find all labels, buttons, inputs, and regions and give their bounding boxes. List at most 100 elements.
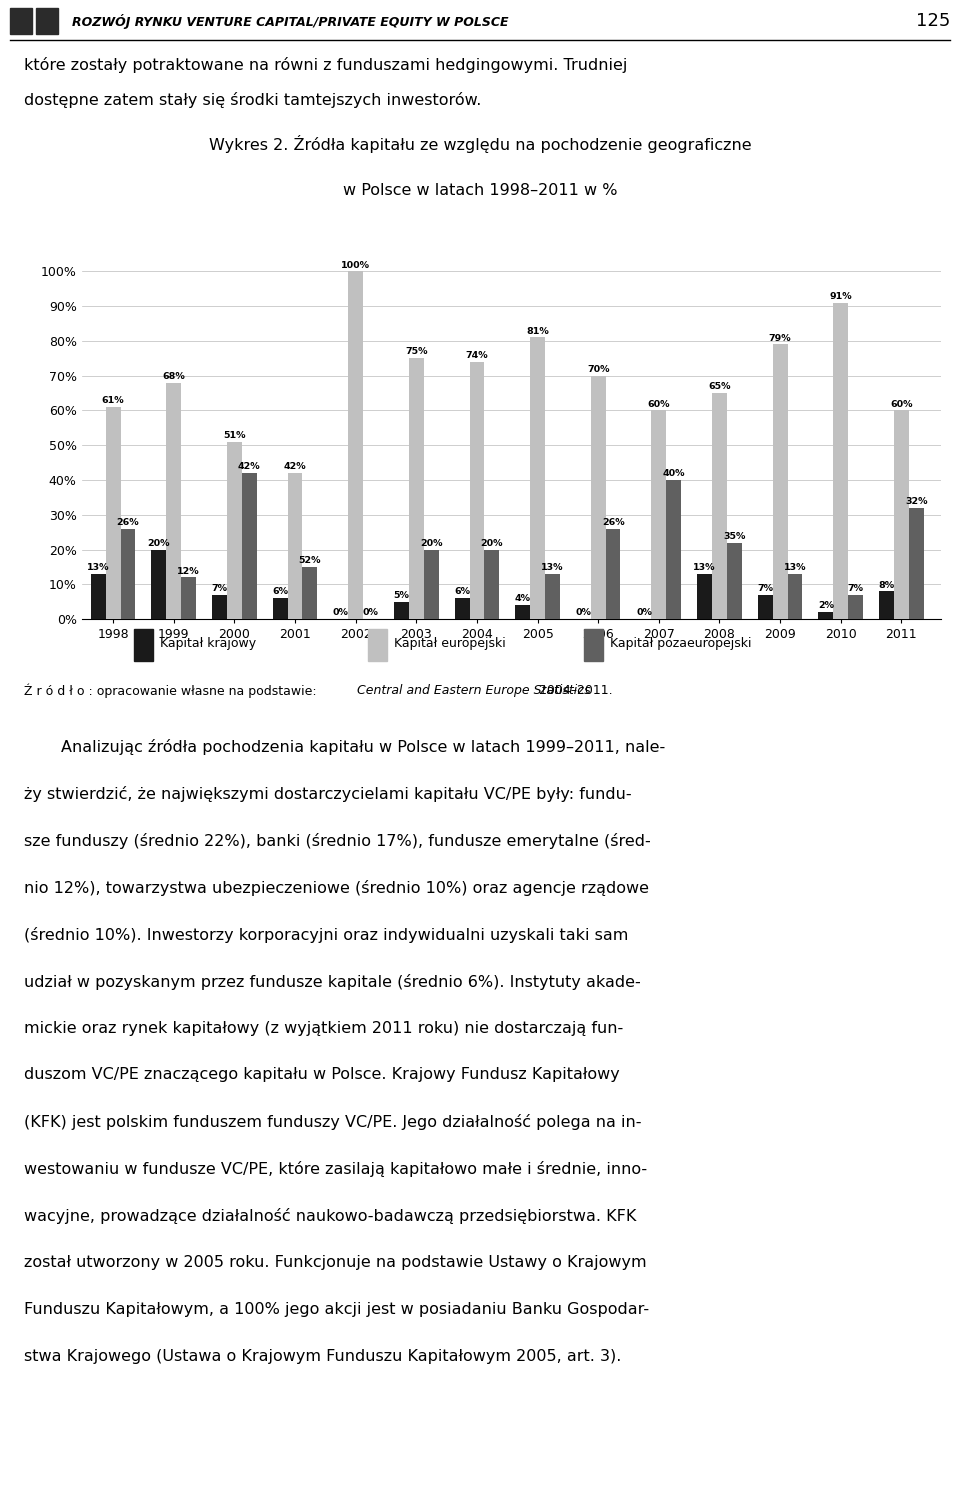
Text: 75%: 75% [405, 347, 427, 356]
Bar [121, 528, 135, 619]
Text: 51%: 51% [223, 430, 246, 439]
Bar [91, 574, 106, 619]
Bar [485, 550, 499, 619]
Text: 5%: 5% [394, 590, 409, 599]
Text: 32%: 32% [905, 497, 927, 506]
Text: Kapitał europejski: Kapitał europejski [394, 637, 505, 651]
Bar [10, 8, 32, 35]
Text: ROZWÓJ RYNKU VENTURE CAPITAL/PRIVATE EQUITY W POLSCE: ROZWÓJ RYNKU VENTURE CAPITAL/PRIVATE EQU… [72, 14, 509, 29]
Text: (średnio 10%). Inwestorzy korporacyjni oraz indywidualni uzyskali taki sam: (średnio 10%). Inwestorzy korporacyjni o… [24, 927, 629, 942]
Text: wacyjne, prowadzące działalność naukowo-badawczą przedsiębiorstwa. KFK: wacyjne, prowadzące działalność naukowo-… [24, 1208, 636, 1225]
Text: udział w pozyskanym przez fundusze kapitale (średnio 6%). Instytuty akade-: udział w pozyskanym przez fundusze kapit… [24, 974, 640, 989]
Text: 20%: 20% [148, 539, 170, 548]
Text: 40%: 40% [662, 470, 684, 479]
Text: Wykres 2. Źródła kapitału ze względu na pochodzenie geograficzne: Wykres 2. Źródła kapitału ze względu na … [208, 134, 752, 153]
Text: mickie oraz rynek kapitałowy (z wyjątkiem 2011 roku) nie dostarczają fun-: mickie oraz rynek kapitałowy (z wyjątkie… [24, 1021, 623, 1036]
Bar [288, 473, 302, 619]
Text: 65%: 65% [708, 382, 731, 391]
Text: 7%: 7% [757, 584, 773, 593]
Text: westowaniu w fundusze VC/PE, które zasilają kapitałowo małe i średnie, inno-: westowaniu w fundusze VC/PE, które zasil… [24, 1161, 647, 1178]
Text: 0%: 0% [636, 609, 652, 618]
Bar [833, 302, 849, 619]
Bar [727, 542, 742, 619]
Text: 100%: 100% [341, 261, 371, 269]
Text: w Polsce w latach 1998–2011 w %: w Polsce w latach 1998–2011 w % [343, 183, 617, 198]
Bar [348, 272, 363, 619]
Bar [787, 574, 803, 619]
Bar [697, 574, 712, 619]
Text: Analizując źródła pochodzenia kapitału w Polsce w latach 1999–2011, nale-: Analizując źródła pochodzenia kapitału w… [60, 738, 665, 755]
Text: Funduszu Kapitałowym, a 100% jego akcji jest w posiadaniu Banku Gospodar-: Funduszu Kapitałowym, a 100% jego akcji … [24, 1302, 649, 1317]
Text: 13%: 13% [693, 563, 716, 572]
Text: 0%: 0% [363, 609, 378, 618]
Bar [212, 595, 227, 619]
Text: 42%: 42% [238, 462, 260, 471]
Bar [530, 337, 545, 619]
Bar [455, 598, 469, 619]
Text: został utworzony w 2005 roku. Funkcjonuje na podstawie Ustawy o Krajowym: został utworzony w 2005 roku. Funkcjonuj… [24, 1255, 647, 1270]
Text: 2004–2011.: 2004–2011. [535, 684, 612, 698]
Text: 13%: 13% [541, 563, 564, 572]
Bar [469, 362, 485, 619]
Text: 13%: 13% [87, 563, 109, 572]
Bar [394, 601, 409, 619]
Bar [152, 550, 166, 619]
Text: które zostały potraktowane na równi z funduszami hedgingowymi. Trudniej: które zostały potraktowane na równi z fu… [24, 56, 628, 72]
Text: Ź r ó d ł o : opracowanie własne na podstawie:: Ź r ó d ł o : opracowanie własne na pods… [24, 684, 321, 698]
Text: 8%: 8% [878, 580, 895, 589]
Bar [757, 595, 773, 619]
Text: 70%: 70% [587, 365, 610, 374]
Bar [166, 382, 181, 619]
Bar [36, 8, 58, 35]
Text: 0%: 0% [333, 609, 348, 618]
Text: Central and Eastern Europe Statistics: Central and Eastern Europe Statistics [357, 684, 590, 698]
Text: 60%: 60% [890, 400, 913, 409]
Text: 6%: 6% [454, 587, 470, 596]
Text: nio 12%), towarzystwa ubezpieczeniowe (średnio 10%) oraz agencje rządowe: nio 12%), towarzystwa ubezpieczeniowe (ś… [24, 880, 649, 895]
Text: 26%: 26% [117, 518, 139, 527]
Text: Kapitał krajowy: Kapitał krajowy [160, 637, 256, 651]
Text: 12%: 12% [178, 566, 200, 575]
Text: duszom VC/PE znaczącego kapitału w Polsce. Krajowy Fundusz Kapitałowy: duszom VC/PE znaczącego kapitału w Polsc… [24, 1068, 620, 1083]
Text: 42%: 42% [284, 462, 306, 471]
Text: Kapitał pozaeuropejski: Kapitał pozaeuropejski [610, 637, 751, 651]
Text: (KFK) jest polskim funduszem funduszy VC/PE. Jego działalność polega na in-: (KFK) jest polskim funduszem funduszy VC… [24, 1114, 641, 1131]
Text: 2%: 2% [818, 601, 834, 610]
Bar [652, 411, 666, 619]
Text: 61%: 61% [102, 396, 125, 405]
Bar [849, 595, 863, 619]
Bar [545, 574, 560, 619]
Text: 26%: 26% [602, 518, 624, 527]
Bar [181, 577, 196, 619]
Bar [606, 528, 620, 619]
Bar [273, 598, 288, 619]
Text: 20%: 20% [481, 539, 503, 548]
Text: 7%: 7% [848, 584, 864, 593]
Text: 79%: 79% [769, 334, 791, 343]
Bar [773, 344, 787, 619]
Text: 91%: 91% [829, 291, 852, 300]
Bar [590, 376, 606, 619]
Text: ży stwierdzić, że największymi dostarczycielami kapitału VC/PE były: fundu-: ży stwierdzić, że największymi dostarczy… [24, 787, 632, 802]
Bar [106, 406, 121, 619]
Text: dostępne zatem stały się środki tamtejszych inwestorów.: dostępne zatem stały się środki tamtejsz… [24, 92, 481, 109]
Bar [134, 628, 154, 661]
Bar [242, 473, 256, 619]
Text: 6%: 6% [273, 587, 288, 596]
Text: 7%: 7% [211, 584, 228, 593]
Bar [423, 550, 439, 619]
Bar [819, 612, 833, 619]
Bar [584, 628, 603, 661]
Bar [712, 393, 727, 619]
Text: 13%: 13% [783, 563, 806, 572]
Text: 20%: 20% [420, 539, 443, 548]
Bar [409, 358, 423, 619]
Bar [879, 592, 894, 619]
Text: 4%: 4% [515, 595, 531, 604]
Bar [666, 480, 682, 619]
Text: 35%: 35% [723, 532, 746, 541]
Text: 81%: 81% [526, 326, 549, 335]
Bar [368, 628, 387, 661]
Text: 52%: 52% [299, 556, 322, 565]
Text: sze funduszy (średnio 22%), banki (średnio 17%), fundusze emerytalne (śred-: sze funduszy (średnio 22%), banki (średn… [24, 834, 651, 849]
